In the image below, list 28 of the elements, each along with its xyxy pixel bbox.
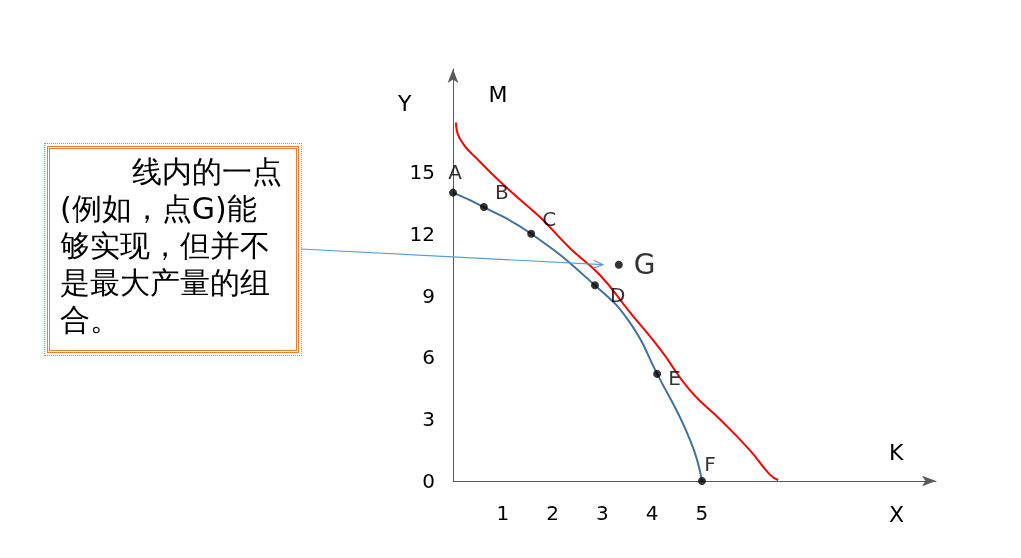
y-tick-label: 12 [409,221,435,246]
data-label: E [668,365,681,390]
y-axis-title: Y [397,90,412,116]
point [449,188,457,197]
y-tick-label: 0 [422,469,435,493]
point [527,229,536,238]
data-label: G [633,248,656,282]
data-label: F [704,452,716,476]
annotation: M [488,82,508,108]
y-tick-label: 3 [422,407,435,432]
y-tick-label: 15 [409,160,435,184]
point [614,260,623,269]
annotation: K [888,440,904,466]
y-tick-label: 9 [422,283,435,308]
text: 线内的一点(例如，点G)能够实现，但并不是最大产量的组合。 [47,146,299,353]
x-tick-label: 1 [496,501,510,525]
x-tick-label: 3 [596,501,609,525]
data-label: B [495,180,509,205]
point [479,203,488,212]
x-tick-label: 4 [645,501,659,525]
x-axis-title: X [889,501,905,527]
point [697,477,706,485]
point [653,369,662,378]
x-tick-label: 5 [695,501,709,525]
x-tick-label: 2 [546,501,559,525]
data-label: C [542,206,557,231]
y-tick-label: 6 [422,345,435,370]
point [590,281,599,290]
